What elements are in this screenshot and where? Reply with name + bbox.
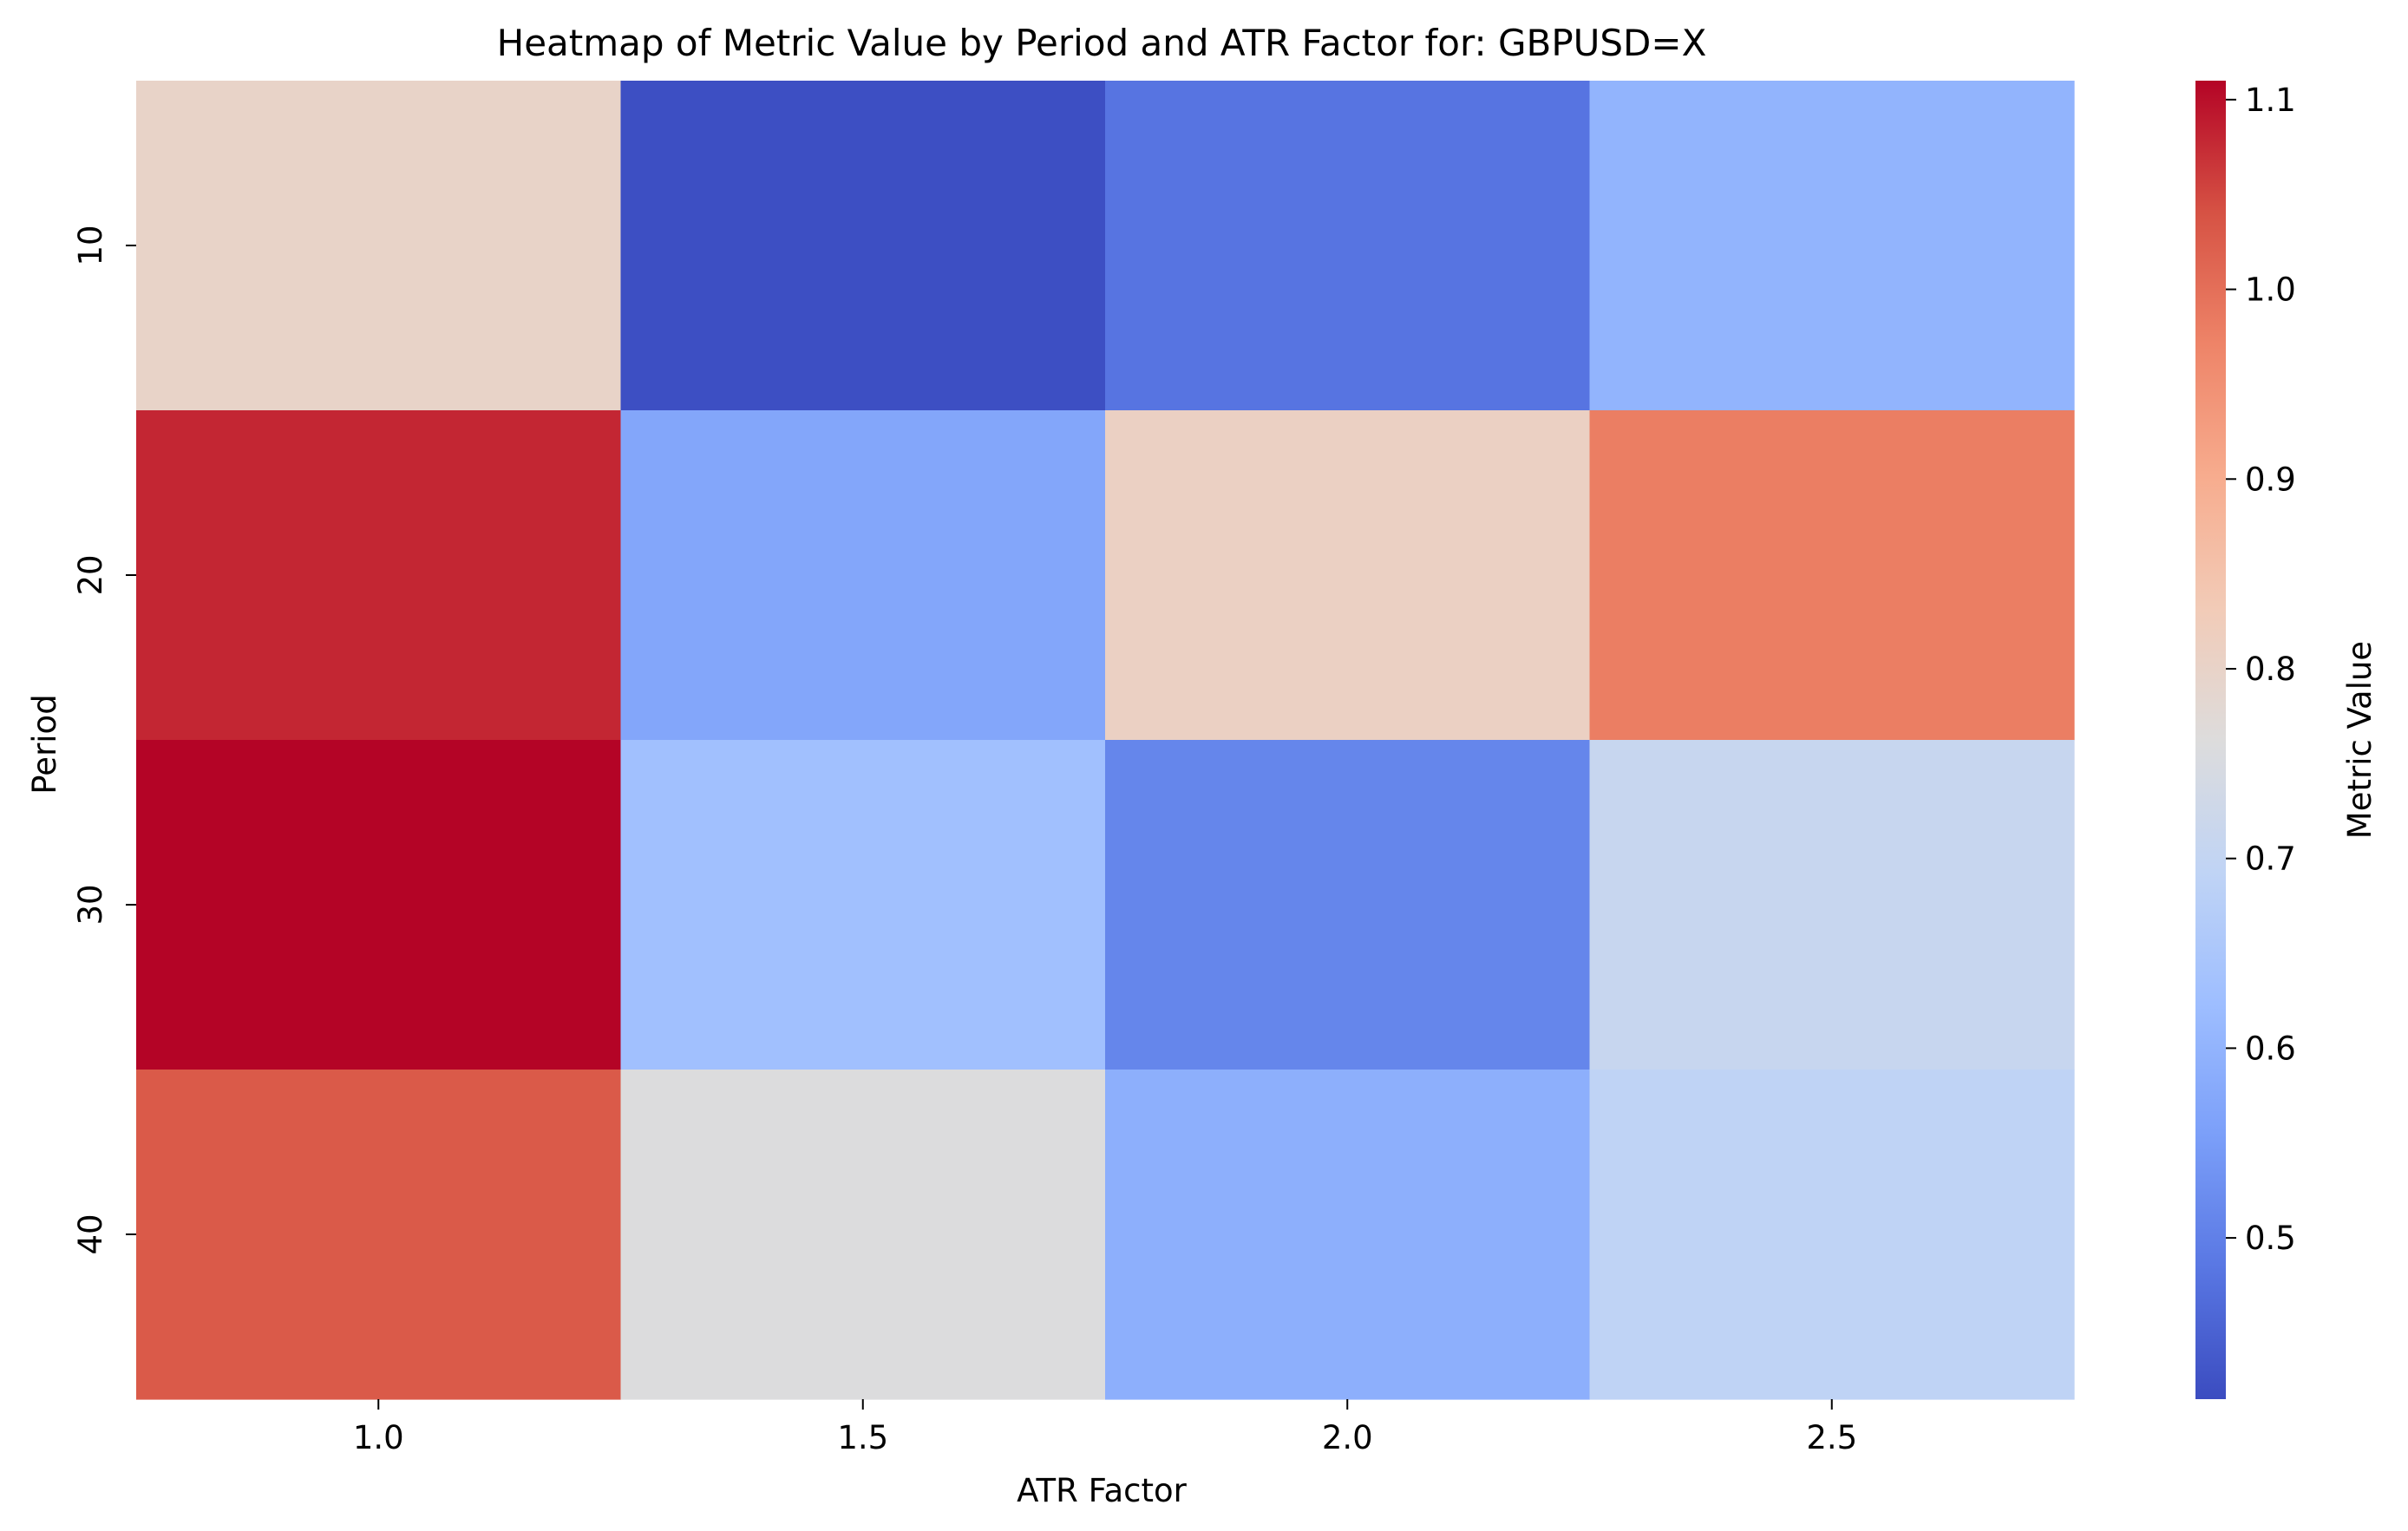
colorbar-tick-label: 1.0 [2245, 272, 2296, 309]
heatmap-cell [1105, 81, 1591, 411]
y-tick-label: 20 [72, 554, 109, 595]
x-axis-ticks: 1.0 1.5 2.0 2.5 [353, 1399, 1857, 1456]
colorbar-tick-label: 0.7 [2245, 841, 2296, 878]
colorbar-tick-label: 0.9 [2245, 461, 2296, 498]
colorbar [2195, 81, 2226, 1399]
colorbar-label: Metric Value [2341, 641, 2379, 839]
chart-title: Heatmap of Metric Value by Period and AT… [497, 22, 1707, 64]
colorbar-tick-label: 0.6 [2245, 1030, 2296, 1067]
heatmap-cell [1589, 1070, 2075, 1400]
heatmap-cell [136, 1070, 622, 1400]
colorbar-tick-label: 0.8 [2245, 651, 2296, 688]
y-tick-label: 30 [72, 884, 109, 925]
x-tick-label: 2.5 [1806, 1419, 1857, 1456]
heatmap-cell [136, 410, 622, 741]
heatmap-cell [620, 410, 1106, 741]
heatmap-cell [1589, 410, 2075, 741]
heatmap-cell [620, 740, 1106, 1070]
heatmap-cell [136, 740, 622, 1070]
heatmap-cell [1105, 410, 1591, 741]
heatmap-cell [1589, 740, 2075, 1070]
colorbar-ticks: 0.5 0.6 0.7 0.8 0.9 1.0 1.1 [2226, 82, 2296, 1257]
y-axis-ticks: 10 20 30 40 [72, 225, 136, 1255]
y-tick-label: 40 [72, 1214, 109, 1254]
x-tick-label: 2.0 [1322, 1419, 1373, 1456]
heatmap-cell [136, 81, 622, 411]
heatmap-cells [136, 81, 2075, 1400]
heatmap-cell [1589, 81, 2075, 411]
heatmap-cell [620, 1070, 1106, 1400]
x-axis-label: ATR Factor [1017, 1472, 1188, 1509]
y-axis-label: Period [26, 694, 63, 794]
heatmap-cell [1105, 1070, 1591, 1400]
x-tick-label: 1.0 [353, 1419, 404, 1456]
x-tick-label: 1.5 [837, 1419, 888, 1456]
heatmap-cell [1105, 740, 1591, 1070]
heatmap-cell [620, 81, 1106, 411]
y-tick-label: 10 [72, 225, 109, 265]
colorbar-tick-label: 0.5 [2245, 1220, 2296, 1257]
colorbar-tick-label: 1.1 [2245, 82, 2296, 119]
